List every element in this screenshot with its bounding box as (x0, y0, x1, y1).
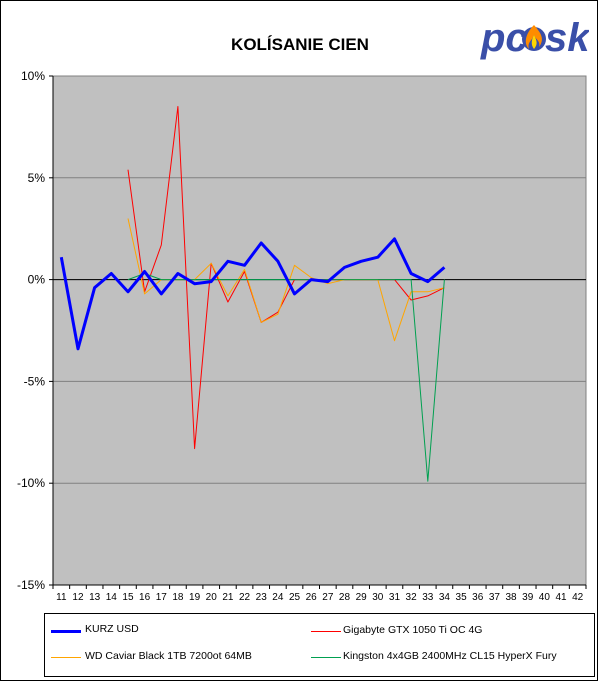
legend-label-kingston: Kingston 4x4GB 2400MHz CL15 HyperX Fury (343, 650, 557, 662)
y-axis: 10% 5% 0% -5% -10% -15% (17, 69, 54, 592)
plot-background (52, 75, 587, 586)
series-line-0 (59, 237, 446, 351)
x-tick-label-27: 27 (322, 592, 334, 603)
x-tick-label-16: 16 (139, 592, 151, 603)
plot-area: 11 12 13 14 15 16 17 18 19 20 21 22 23 24 25 26 27 28 29 30… (17, 69, 587, 603)
x-tick-label-36: 36 (472, 592, 484, 603)
legend-label-gigabyte: Gigabyte GTX 1050 Ti OC 4G (343, 624, 483, 636)
x-tick-label-11: 11 (56, 592, 67, 603)
x-tick-label-30: 30 (372, 592, 384, 603)
x-tick-label-38: 38 (505, 592, 517, 603)
legend-label-wd: WD Caviar Black 1TB 7200ot 64MB (85, 650, 252, 662)
x-tick-label-32: 32 (406, 592, 418, 603)
x-tick-label-17: 17 (156, 592, 168, 603)
x-tick-label-42: 42 (572, 592, 584, 603)
x-tick-label-20: 20 (206, 592, 218, 603)
flame-icon (522, 25, 546, 51)
x-tick-label-28: 28 (339, 592, 351, 603)
legend-swatch-gigabyte (311, 631, 341, 632)
y-tick-label-5: -15% (17, 578, 45, 592)
x-tick-label-41: 41 (555, 592, 567, 603)
x-tick-label-15: 15 (122, 592, 134, 603)
chart-title: KOLÍSANIE CIEN (231, 35, 369, 54)
legend-swatch-wd (51, 657, 81, 658)
legend-swatch-kingston (311, 657, 341, 658)
legend-swatch-kurz (51, 630, 81, 633)
x-tick-label-31: 31 (389, 592, 401, 603)
y-tick-label-1: 5% (28, 171, 46, 185)
x-tick-label-33: 33 (422, 592, 434, 603)
x-tick-label-13: 13 (89, 592, 101, 603)
x-tick-label-40: 40 (539, 592, 551, 603)
legend-label-kurz: KURZ USD (85, 623, 139, 635)
x-tick-label-37: 37 (489, 592, 501, 603)
x-tick-label-34: 34 (439, 592, 451, 603)
y-tick-label-0: 10% (21, 69, 45, 83)
x-tick-label-21: 21 (222, 592, 234, 603)
y-tick-label-4: -10% (17, 476, 45, 490)
x-tick-label-26: 26 (306, 592, 318, 603)
x-tick-label-24: 24 (272, 592, 284, 603)
x-tick-label-19: 19 (189, 592, 201, 603)
x-tick-label-25: 25 (289, 592, 301, 603)
series-lines (59, 106, 446, 482)
x-tick-label-12: 12 (72, 592, 84, 603)
legend: KURZ USD Gigabyte GTX 1050 Ti OC 4G WD C… (44, 613, 595, 677)
x-tick-label-18: 18 (172, 592, 184, 603)
x-tick-label-14: 14 (106, 592, 118, 603)
x-tick-label-39: 39 (522, 592, 534, 603)
x-tick-label-22: 22 (239, 592, 251, 603)
x-tick-label-23: 23 (256, 592, 268, 603)
x-tick-label-29: 29 (356, 592, 368, 603)
x-tick-label-35: 35 (456, 592, 468, 603)
logo-text-right: sk (545, 16, 589, 60)
y-tick-label-3: -5% (24, 374, 46, 388)
x-axis: 11 12 13 14 15 16 17 18 19 20 21 22 23 24 25 26 27 28 29 30… (52, 584, 587, 603)
logo-text-left: pc (480, 16, 528, 60)
y-tick-label-2: 0% (28, 273, 46, 287)
pcsk-logo: pc sk (480, 16, 589, 60)
